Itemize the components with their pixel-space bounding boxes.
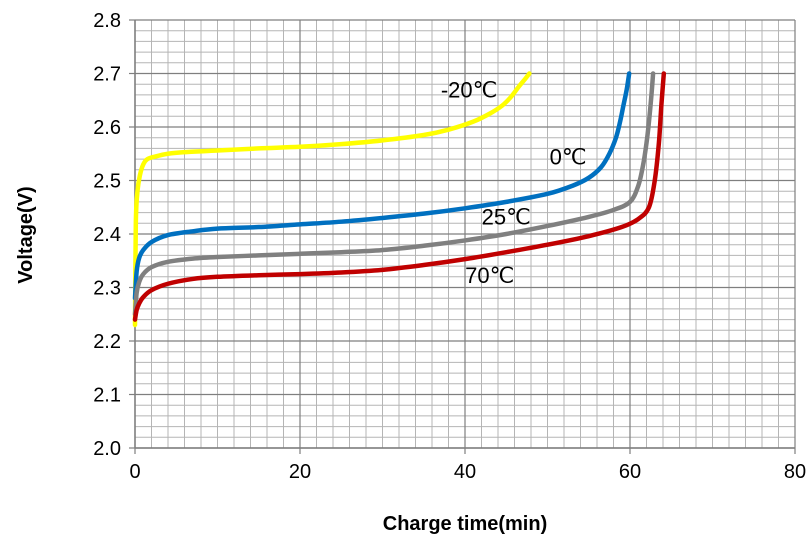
y-tick-label: 2.4 [93, 224, 121, 246]
series-label-2: 25℃ [482, 204, 531, 229]
y-tick-label: 2.1 [93, 385, 121, 407]
x-tick-label: 40 [454, 461, 476, 483]
y-axis-title: Voltage(V) [15, 186, 37, 283]
y-tick-label: 2.8 [93, 10, 121, 32]
series-line-3 [132, 71, 667, 322]
series-labels: -20℃ 0℃ 25℃ 70℃ [441, 78, 587, 289]
series-line-0 [132, 71, 532, 328]
series-label-3: 70℃ [465, 263, 514, 288]
y-tick-label: 2.6 [93, 117, 121, 139]
data-series [132, 71, 667, 328]
series-label-1: 0℃ [550, 144, 587, 169]
y-tick-label: 2.0 [93, 438, 121, 460]
x-tick-label: 60 [619, 461, 641, 483]
y-tick-label: 2.3 [93, 278, 121, 300]
series-label-0: -20℃ [441, 78, 498, 103]
series-line-2 [132, 71, 656, 317]
x-tick-label: 80 [784, 461, 806, 483]
y-tick-label: 2.5 [93, 171, 121, 193]
tick-labels: 0 20 40 60 80 2.0 2.1 2.2 2.3 2.4 2.5 2.6 2.7 2.8 [93, 10, 806, 483]
series-line-1 [132, 71, 632, 301]
x-tick-label: 20 [289, 461, 311, 483]
x-tick-label: 0 [129, 461, 140, 483]
x-axis-title: Charge time(min) [383, 513, 547, 535]
y-tick-label: 2.2 [93, 331, 121, 353]
y-tick-label: 2.7 [93, 64, 121, 86]
